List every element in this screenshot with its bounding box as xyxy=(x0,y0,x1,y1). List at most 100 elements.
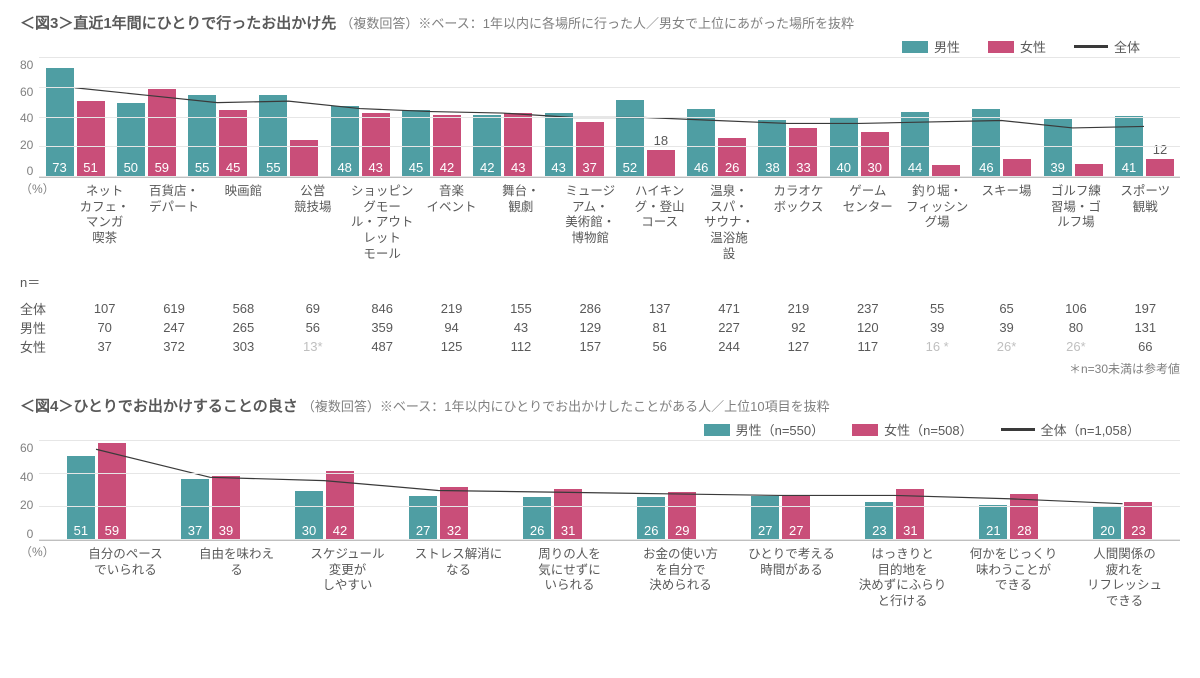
bar-female: 30 xyxy=(861,132,889,177)
bar-value: 59 xyxy=(98,523,126,538)
bar-male: 39 xyxy=(1044,119,1072,177)
bar-value: 27 xyxy=(409,523,437,538)
category-label: 百貨店・デパート xyxy=(139,184,208,262)
y-unit: （%） xyxy=(20,180,70,197)
n-cell: 487 xyxy=(348,339,417,354)
bar-male: 43 xyxy=(545,113,573,177)
bar-value: 52 xyxy=(616,160,644,175)
bar-male: 44 xyxy=(901,112,929,177)
bar-value: 40 xyxy=(830,160,858,175)
category-label: 音楽イベント xyxy=(417,184,486,262)
category-label: 舞台・観劇 xyxy=(486,184,555,262)
bar-female: 27 xyxy=(782,496,810,541)
n-cell: 92 xyxy=(764,320,833,335)
bar-value: 39 xyxy=(212,523,240,538)
bar-value: 18 xyxy=(647,133,675,150)
bar-group: 2128 xyxy=(952,441,1066,540)
bar-group: 4542 xyxy=(396,58,467,177)
category-label: 温泉・スパ・サウナ・温浴施設 xyxy=(694,184,763,262)
bar-group: 2331 xyxy=(838,441,952,540)
fig3-plot: 7351505955455548434542424343375218462638… xyxy=(39,58,1180,178)
fig4-xlabels: 自分のペースでいられる自由を味わえるスケジュール変更がしやすいストレス解消になる… xyxy=(70,547,1180,610)
fig3-bars: 7351505955455548434542424343375218462638… xyxy=(39,58,1180,177)
fig3-chart: 806040200 735150595545554843454242434337… xyxy=(20,58,1180,178)
bar-value: 27 xyxy=(751,523,779,538)
n-cell: 16 * xyxy=(903,339,972,354)
figure-3: ＜図3＞直近1年間にひとりで行ったお出かけ先 （複数回答）※ベース：1年以内に各… xyxy=(20,12,1180,377)
n-cell: 80 xyxy=(1041,320,1110,335)
bar-female: 33 xyxy=(789,128,817,177)
bar-male: 55 xyxy=(259,95,287,177)
legend-female: 女性 xyxy=(988,37,1046,56)
bar-female: 59 xyxy=(98,443,126,540)
bar-value: 26 xyxy=(523,523,551,538)
fig4-title-sub: （複数回答）※ベース：1年以内にひとりでお出かけしたことがある人／上位10項目を… xyxy=(302,399,830,414)
ytick: 0 xyxy=(27,164,34,178)
figure-4: ＜図4＞ひとりでお出かけすることの良さ （複数回答）※ベース：1年以内にひとりで… xyxy=(20,395,1180,610)
bar-group: 2629 xyxy=(610,441,724,540)
bar-value: 37 xyxy=(576,160,604,175)
n-cell: 846 xyxy=(348,301,417,316)
n-cell: 137 xyxy=(625,301,694,316)
bar-female: 18 xyxy=(647,150,675,177)
bar-group: 7351 xyxy=(39,58,110,177)
bar-female: 31 xyxy=(554,489,582,540)
bar-female: 23 xyxy=(1124,502,1152,540)
bar-male: 20 xyxy=(1093,507,1121,540)
bar-group: 2732 xyxy=(382,441,496,540)
n-cell: 286 xyxy=(556,301,625,316)
bar-male: 45 xyxy=(402,110,430,177)
fig3-note: ＊n=30未満は参考値 xyxy=(20,360,1180,377)
bar-group: 3739 xyxy=(153,441,267,540)
gridline xyxy=(39,57,1180,58)
n-cell: 227 xyxy=(694,320,763,335)
n-row-label: 女性 xyxy=(20,337,70,356)
gridline xyxy=(39,506,1180,507)
legend-total: 全体（n=1,058） xyxy=(1001,420,1140,439)
bar-female: 37 xyxy=(576,122,604,177)
n-cell: 39 xyxy=(972,320,1041,335)
n-cell: 197 xyxy=(1111,301,1180,316)
bar-group: 5545 xyxy=(182,58,253,177)
bar-value: 39 xyxy=(1044,160,1072,175)
bar-value: 45 xyxy=(402,160,430,175)
bar-group: 2023 xyxy=(1066,441,1180,540)
bar-value: 44 xyxy=(901,160,929,175)
bar-group: 3042 xyxy=(267,441,381,540)
category-label: ハイキング・登山コース xyxy=(625,184,694,262)
bar-male: 26 xyxy=(637,497,665,540)
n-cell: 117 xyxy=(833,339,902,354)
gridline xyxy=(39,473,1180,474)
gridline xyxy=(39,87,1180,88)
n-cell: 56 xyxy=(278,320,347,335)
category-label: 人間関係の疲れをリフレッシュできる xyxy=(1069,547,1180,610)
fig4-chart: 6040200 51593739304227322631262927272331… xyxy=(20,441,1180,541)
bar-male: 37 xyxy=(181,479,209,540)
bar-female: 29 xyxy=(668,492,696,540)
n-cell: 155 xyxy=(486,301,555,316)
bar-value: 73 xyxy=(46,160,74,175)
swatch-male xyxy=(902,41,928,53)
n-cell: 70 xyxy=(70,320,139,335)
gridline xyxy=(39,539,1180,540)
category-label: 周りの人を気にせずにいられる xyxy=(514,547,625,610)
bar-value: 31 xyxy=(554,523,582,538)
n-cell: 37 xyxy=(70,339,139,354)
bar-female: 45 xyxy=(219,110,247,177)
category-label: ストレス解消になる xyxy=(403,547,514,610)
bar-value: 31 xyxy=(896,523,924,538)
fig4-title-bold: ＜図4＞ひとりでお出かけすることの良さ xyxy=(20,398,298,415)
n-cell: 237 xyxy=(833,301,902,316)
n-row-label: 男性 xyxy=(20,318,70,337)
fig4-xaxis: （%） 自分のペースでいられる自由を味わえるスケジュール変更がしやすいストレス解… xyxy=(20,541,1180,610)
category-label: ゴルフ練習場・ゴルフ場 xyxy=(1041,184,1110,262)
swatch-male xyxy=(704,424,730,436)
n-cell: 81 xyxy=(625,320,694,335)
n-cell: 129 xyxy=(556,320,625,335)
bar-male: 46 xyxy=(972,109,1000,177)
category-label: スケジュール変更がしやすい xyxy=(292,547,403,610)
category-label: スポーツ観戦 xyxy=(1111,184,1180,262)
bar-value: 37 xyxy=(181,523,209,538)
bar-value: 55 xyxy=(259,160,287,175)
ytick: 0 xyxy=(27,527,34,541)
